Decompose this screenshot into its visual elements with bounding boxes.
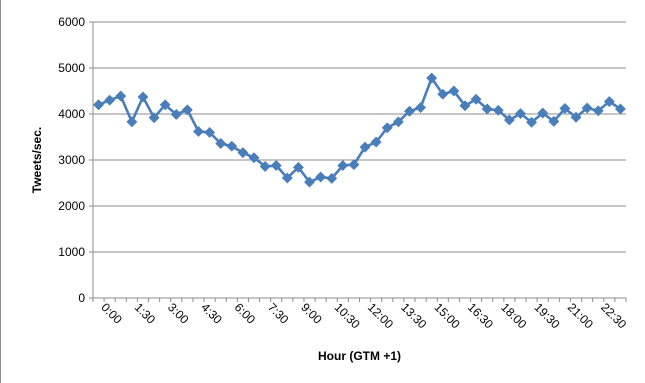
data-point: [248, 152, 260, 164]
data-point: [526, 116, 538, 128]
x-tick-label: 10:30: [332, 300, 363, 331]
x-tick-label: 22:30: [598, 300, 629, 331]
data-point: [548, 115, 560, 127]
data-point: [148, 112, 160, 124]
data-point: [603, 96, 615, 108]
data-point: [614, 103, 627, 115]
data-point: [581, 102, 593, 114]
data-point: [303, 176, 316, 188]
series-line: [98, 76, 622, 184]
data-point: [281, 172, 293, 184]
gridlines: [93, 21, 626, 253]
x-tick-labels: 0:00 1:30 3:00 4:30 6:00 7:30 9:00 10:30 12:00 13…: [98, 300, 629, 331]
data-point: [437, 88, 449, 100]
x-axis-title: Hour (GTM +1): [318, 349, 401, 363]
y-tick-label: 5000: [58, 61, 85, 75]
data-point: [403, 105, 416, 117]
x-tick-label: 16:30: [465, 300, 496, 331]
data-point: [559, 102, 571, 115]
data-point: [326, 172, 338, 184]
x-tick-label: 9:00: [298, 300, 325, 327]
x-tick-label: 6:00: [232, 300, 259, 327]
data-point: [481, 103, 493, 115]
y-axis-title: Tweets/sec.: [30, 127, 44, 193]
data-point: [537, 107, 549, 119]
y-tick-label: 1000: [58, 245, 85, 259]
data-point: [592, 105, 604, 117]
data-point: [348, 159, 360, 171]
y-tick-labels: 0 1000 2000 3000 4000 5000 6000: [58, 15, 85, 305]
data-point: [503, 114, 515, 126]
data-point: [137, 91, 149, 103]
x-tick-label: 4:30: [198, 300, 225, 327]
data-point: [126, 116, 138, 128]
data-point: [459, 100, 471, 112]
x-tick-label: 0:00: [98, 300, 125, 327]
data-point: [570, 111, 582, 123]
data-point: [426, 72, 438, 84]
x-tick-label: 3:00: [165, 300, 192, 327]
data-point: [159, 99, 171, 111]
data-point: [104, 94, 116, 106]
data-point: [315, 171, 327, 183]
series-layer: [92, 72, 627, 188]
data-point: [215, 137, 227, 149]
data-point: [514, 107, 527, 120]
data-point: [370, 136, 382, 148]
data-point: [204, 126, 216, 138]
data-point: [448, 85, 460, 97]
data-point: [381, 122, 393, 134]
x-tick-label: 13:30: [398, 300, 429, 331]
x-tick-label: 19:30: [531, 300, 562, 331]
axes: [89, 21, 627, 302]
data-point: [237, 147, 249, 159]
data-point: [270, 159, 282, 172]
y-tick-label: 0: [78, 291, 85, 305]
data-point: [492, 104, 504, 116]
data-point: [359, 141, 371, 153]
x-tick-label: 21:00: [565, 300, 596, 331]
y-tick-label: 3000: [58, 153, 85, 167]
x-tick-label: 1:30: [132, 300, 159, 327]
x-tick-label: 15:00: [432, 300, 463, 331]
data-point: [226, 140, 238, 152]
data-point: [181, 104, 193, 116]
x-tick-label: 12:00: [365, 300, 396, 331]
y-tick-label: 4000: [58, 107, 85, 121]
data-point: [337, 159, 349, 172]
data-point: [192, 125, 205, 138]
data-point: [115, 90, 127, 102]
data-point: [92, 99, 105, 111]
x-tick-label: 7:30: [265, 300, 292, 327]
x-tick-label: 18:00: [498, 300, 529, 331]
data-point: [392, 116, 404, 128]
y-tick-label: 2000: [58, 199, 85, 213]
data-point: [415, 102, 427, 114]
data-point: [470, 93, 482, 105]
data-point: [292, 161, 304, 173]
y-tick-label: 6000: [58, 15, 85, 29]
data-point: [170, 108, 182, 121]
data-point: [259, 160, 271, 172]
